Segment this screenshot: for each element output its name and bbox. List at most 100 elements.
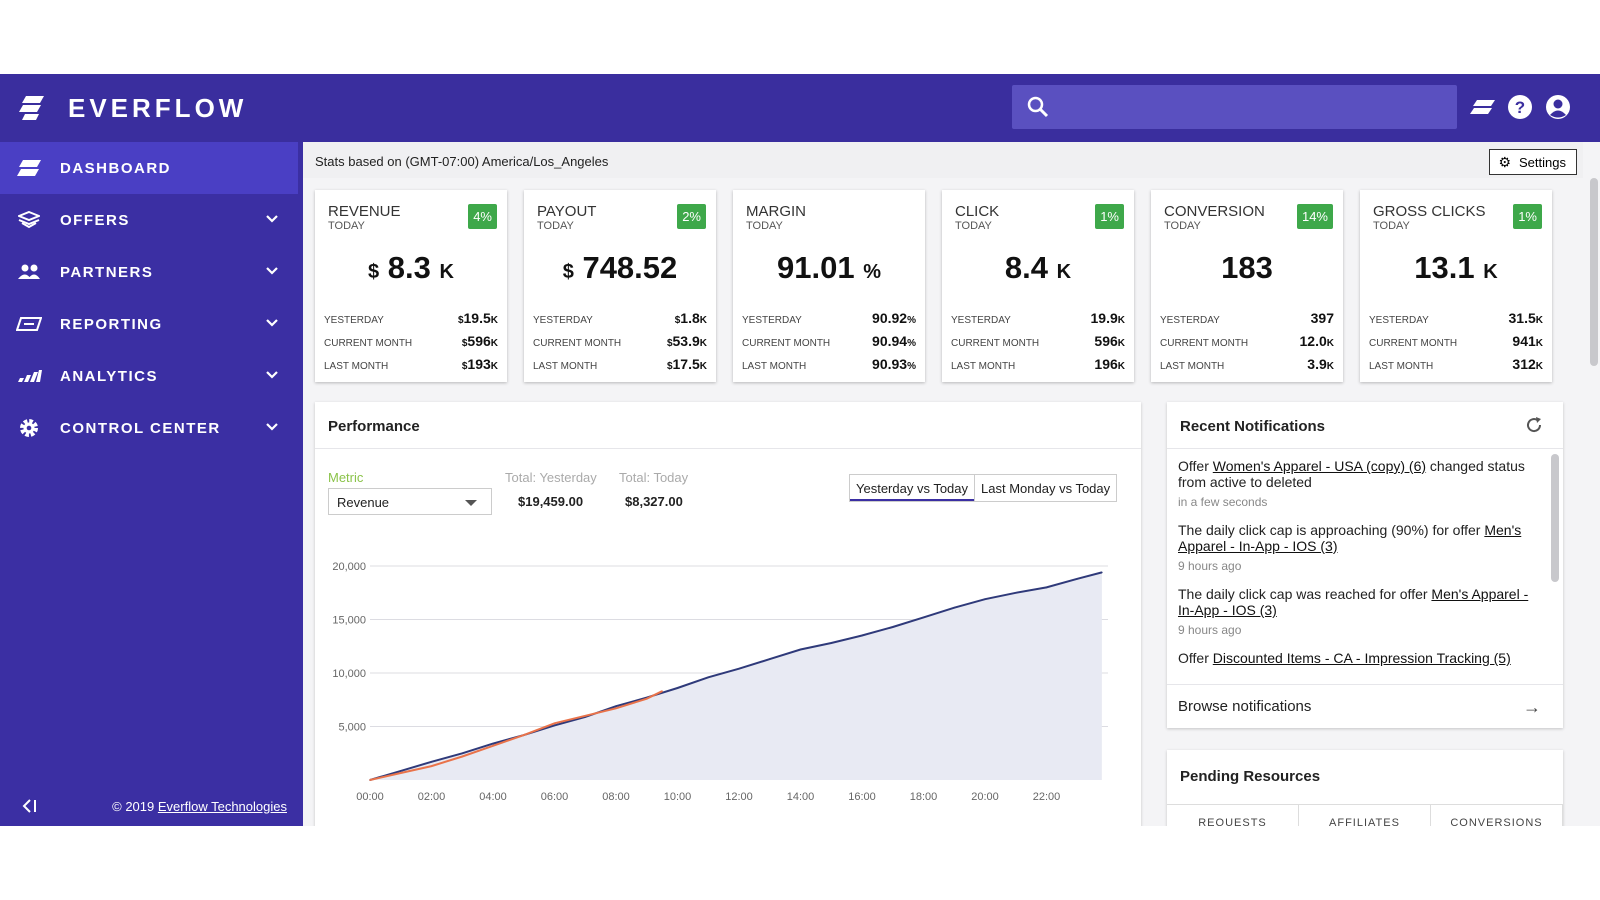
row-suffix: K — [490, 338, 498, 349]
y-tick-label: 15,000 — [332, 615, 366, 627]
browse-label: Browse notifications — [1178, 698, 1312, 715]
x-tick-label: 14:00 — [787, 791, 815, 803]
sidebar-item-partners[interactable]: PARTNERS — [0, 246, 303, 298]
card-row: LAST MONTH 3.9K — [1160, 356, 1334, 372]
series-0-point — [891, 626, 894, 628]
row-value: $19.5K — [458, 310, 498, 326]
series-1-point — [645, 697, 648, 700]
row-suffix: K — [1326, 338, 1334, 349]
sidebar-item-analytics[interactable]: ANALYTICS — [0, 350, 303, 402]
metric-label: Metric — [328, 470, 364, 485]
help-icon[interactable]: ? — [1507, 94, 1533, 120]
series-0-point — [738, 667, 740, 670]
series-0-point — [707, 676, 710, 679]
chevron-down-icon[interactable] — [265, 368, 279, 382]
settings-button[interactable]: ⚙ Settings — [1489, 149, 1577, 175]
series-1-point — [522, 734, 525, 736]
card-row: CURRENT MONTH 941K — [1369, 333, 1543, 349]
row-number: 19.5 — [463, 310, 491, 326]
logo[interactable]: EVERFLOW — [0, 74, 303, 142]
series-0-point — [430, 761, 433, 763]
divider — [1167, 448, 1563, 449]
everflow-logo-icon — [19, 96, 44, 120]
offer-link[interactable]: Men's Apparel - In-App - IOS (3) — [1178, 586, 1529, 618]
sidebar-item-dashboard[interactable]: DASHBOARD — [0, 142, 298, 194]
series-0-point — [922, 616, 925, 619]
card-row: CURRENT MONTH $596K — [324, 333, 498, 349]
offer-link[interactable]: Men's Apparel - In-App - IOS (3) — [1178, 522, 1522, 554]
series-1-point — [553, 722, 556, 725]
x-tick-label: 20:00 — [971, 791, 999, 803]
notification-time: 9 hours ago — [1178, 623, 1242, 637]
total-yesterday-label: Total: Yesterday — [505, 470, 597, 485]
sidebar-item-reporting[interactable]: REPORTING — [0, 298, 303, 350]
stat-card-margin: MARGIN TODAY 91.01 % YESTERDAY 90.92% CURREN… — [733, 190, 925, 382]
compare-yesterday-button[interactable]: Yesterday vs Today — [850, 475, 975, 501]
series-0-point — [861, 634, 863, 637]
row-label: CURRENT MONTH — [533, 338, 622, 349]
collapse-sidebar-icon[interactable] — [20, 797, 38, 815]
card-value: 13.1 K — [1360, 250, 1552, 286]
row-value: $53.9K — [667, 333, 707, 349]
arrow-right-icon: → — [1523, 697, 1541, 717]
compare-last-monday-button[interactable]: Last Monday vs Today — [974, 475, 1117, 501]
x-tick-label: 00:00 — [356, 791, 384, 803]
row-suffix: % — [907, 361, 916, 372]
chevron-down-icon[interactable] — [265, 212, 279, 226]
tab-requests[interactable]: REQUESTS — [1167, 805, 1299, 826]
company-link[interactable]: Everflow Technologies — [157, 798, 287, 814]
notification-text: The daily click cap is approaching (90%)… — [1178, 522, 1538, 554]
x-tick-label: 04:00 — [479, 791, 507, 803]
series-0-point — [615, 705, 617, 707]
row-label: YESTERDAY — [1160, 315, 1220, 326]
row-suffix: % — [907, 315, 916, 326]
offer-link[interactable]: Women's Apparel - USA (copy) (6) — [1212, 458, 1427, 474]
sidebar-item-control-center[interactable]: CONTROL CENTER — [0, 402, 303, 454]
notifications-scrollbar[interactable] — [1551, 454, 1559, 582]
card-row: CURRENT MONTH 12.0K — [1160, 333, 1334, 349]
sidebar-item-offers[interactable]: OFFERS — [0, 194, 303, 246]
series-0-point — [1045, 586, 1048, 589]
card-value: $ 8.3 K — [315, 250, 507, 286]
refresh-icon[interactable] — [1525, 416, 1543, 434]
notification-text: Offer Women's Apparel - USA (copy) (6) c… — [1178, 458, 1538, 490]
sidebar-item-label: DASHBOARD — [60, 159, 171, 177]
series-1-point — [492, 744, 494, 747]
chevron-down-icon[interactable] — [265, 264, 279, 278]
metric-select[interactable]: Revenue — [328, 488, 492, 515]
offer-link[interactable]: Discounted Items - CA - Impression Track… — [1212, 650, 1511, 666]
card-subtitle: TODAY — [1373, 220, 1410, 232]
row-label: YESTERDAY — [1369, 315, 1429, 326]
chevron-down-icon[interactable] — [265, 420, 279, 434]
row-number: 193 — [467, 356, 491, 372]
everflow-switch-icon[interactable] — [1469, 94, 1495, 120]
search-input[interactable] — [1012, 85, 1457, 129]
tab-conversions[interactable]: CONVERSIONS — [1431, 805, 1563, 826]
caret-down-icon — [465, 500, 477, 506]
row-label: CURRENT MONTH — [1160, 338, 1249, 349]
stat-card-gross-clicks: GROSS CLICKS TODAY 1% 13.1 K YESTERDAY 31.5K… — [1360, 190, 1552, 382]
card-row: YESTERDAY $1.8K — [533, 310, 707, 326]
series-0-point — [953, 606, 956, 609]
row-label: CURRENT MONTH — [1369, 338, 1458, 349]
stat-card-click: CLICK TODAY 1% 8.4 K YESTERDAY 19.9K CURRENT … — [942, 190, 1134, 382]
value-prefix: $ — [562, 261, 574, 283]
user-avatar-icon[interactable] — [1545, 94, 1571, 120]
browse-notifications-link[interactable]: Browse notifications → — [1167, 684, 1563, 728]
row-value: 31.5K — [1509, 310, 1543, 326]
row-label: LAST MONTH — [951, 361, 1016, 372]
value-prefix: $ — [368, 261, 380, 283]
row-suffix: K — [699, 361, 707, 372]
row-value: $1.8K — [675, 310, 707, 326]
chevron-down-icon[interactable] — [265, 316, 279, 330]
row-label: CURRENT MONTH — [951, 338, 1040, 349]
topbar: ? — [303, 74, 1600, 142]
card-row: YESTERDAY 31.5K — [1369, 310, 1543, 326]
sidebar-item-label: ANALYTICS — [60, 367, 158, 385]
row-prefix: $ — [666, 361, 673, 372]
tab-affiliates[interactable]: AFFILIATES — [1299, 805, 1431, 826]
row-number: 31.5 — [1508, 310, 1536, 326]
page-scrollbar[interactable] — [1590, 178, 1598, 366]
copyright-text: © 2019 — [112, 798, 155, 814]
row-suffix: K — [1117, 315, 1125, 326]
